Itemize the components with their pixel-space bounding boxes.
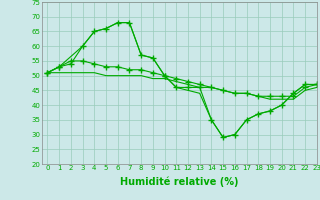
- X-axis label: Humidité relative (%): Humidité relative (%): [120, 177, 238, 187]
